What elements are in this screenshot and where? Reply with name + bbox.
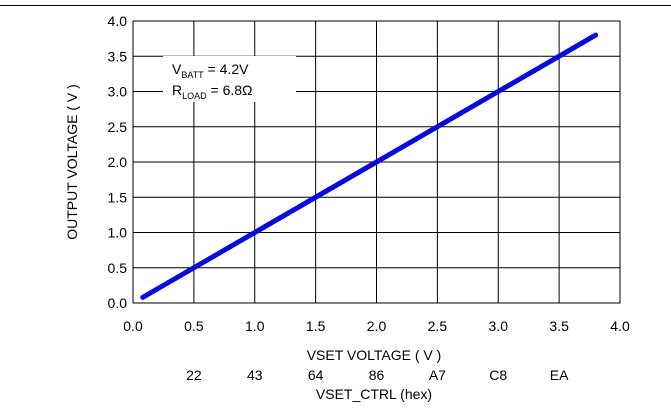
annotation-1-sub: BATT [181,70,204,80]
x-tick-label: 3.5 [549,318,569,334]
hex-tick-label: A7 [429,367,446,383]
y-tick-label: 0.0 [108,295,128,311]
annotation-1-rest: = 4.2V [204,61,249,77]
y-axis-label: OUTPUT VOLTAGE ( V ) [64,84,80,240]
x-tick-label: 3.0 [489,318,509,334]
y-tick-label: 4.0 [108,13,128,29]
series-layer [140,32,599,300]
y-tick-label: 3.5 [108,48,128,64]
annotation-box: VBATT = 4.2V RLOAD = 6.8Ω [163,56,296,102]
y-tick-label: 1.0 [108,225,128,241]
x-tick-label: 1.5 [306,318,326,334]
annotation-line-1: VBATT = 4.2V [172,61,249,80]
hex-tick-label: C8 [489,367,507,383]
x-tick-label: 0.0 [123,318,143,334]
tick-labels: 0.0 0.5 1.0 1.5 2.0 2.5 3.0 3.5 4.0 0.0 0.5 1.0 1.5 2… [108,13,630,334]
y-tick-label: 3.0 [108,84,128,100]
hex-tick-label: EA [550,367,569,383]
plot-frame [132,20,621,304]
hex-tick-label: 86 [369,367,385,383]
hex-tick-label: 64 [308,367,324,383]
x-axis-label: VSET VOLTAGE ( V ) [307,347,442,363]
annotation-2-main: R [172,82,182,98]
x-tick-label: 0.5 [184,318,204,334]
x-tick-label: 2.5 [428,318,448,334]
y-tick-label: 0.5 [108,260,128,276]
grid [133,21,620,303]
secondary-axis-label: VSET_CTRL (hex) [316,386,432,402]
hex-tick-labels: 22 43 64 86 A7 C8 EA [186,367,569,383]
hex-tick-label: 43 [247,367,263,383]
annotation-2-rest: = 6.8Ω [207,82,253,98]
annotation-1-main: V [172,61,182,77]
annotation-2-sub: LOAD [182,91,207,101]
annotation-line-2: RLOAD = 6.8Ω [172,82,253,101]
y-tick-label: 2.5 [108,119,128,135]
x-tick-label: 2.0 [367,318,387,334]
y-tick-label: 2.0 [108,154,128,170]
series-line [140,32,599,300]
annotation-background [163,56,296,102]
x-tick-label: 4.0 [610,318,630,334]
hex-tick-label: 22 [186,367,202,383]
y-tick-label: 1.5 [108,189,128,205]
x-tick-label: 1.0 [245,318,265,334]
